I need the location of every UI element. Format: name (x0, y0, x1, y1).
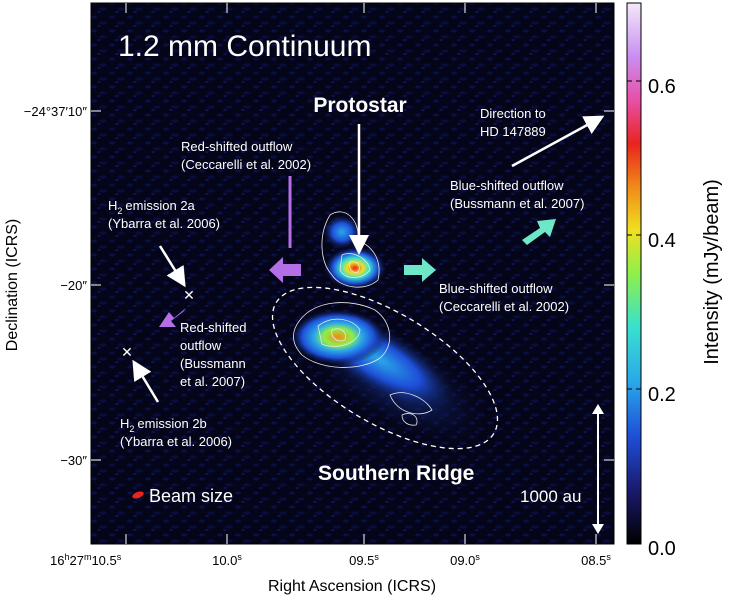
x-tick-label: 09.5s (349, 552, 379, 568)
h2-2a-marker: ✕ (183, 287, 195, 303)
h2-2a-ref: (Ybarra et al. 2006) (108, 216, 220, 231)
red-outflow-2-label-2: outflow (180, 338, 222, 353)
blue-outflow-2-arrow (404, 258, 436, 282)
scale-bar-top (592, 404, 604, 414)
y-axis-label: Declination (ICRS) (4, 219, 21, 351)
red-outflow-2-ref-2: et al. 2007) (180, 374, 245, 389)
protostar-label: Protostar (313, 94, 406, 117)
blue-outflow-2-ref: (Ceccarelli et al. 2002) (439, 299, 569, 314)
axes (90, 2, 615, 545)
h2-2b-ref: (Ybarra et al. 2006) (120, 434, 232, 449)
colorbar-tick-label: 0.4 (648, 230, 676, 252)
colorbar-tick-label: 0.2 (648, 384, 676, 406)
red-outflow-1-arrow (269, 257, 301, 283)
direction-target: HD 147889 (480, 124, 546, 139)
x-axis-label: Right Ascension (ICRS) (268, 578, 436, 595)
blue-outflow-1-arrow (522, 219, 556, 245)
chart-title: 1.2 mm Continuum (118, 30, 371, 63)
red-outflow-2-label: Red-shifted (180, 320, 246, 335)
red-outflow-2-ref: (Bussmann (180, 356, 246, 371)
red-outflow-1-label: Red-shifted outflow (181, 139, 293, 154)
h2-2a-arrow (158, 245, 186, 288)
direction-arrow (511, 115, 605, 168)
emission-protostar (323, 246, 387, 290)
emission-ridge-peak (290, 309, 386, 365)
colorbar-tick-label: 0.6 (648, 76, 676, 98)
blue-outflow-1-label: Blue-shifted outflow (450, 178, 564, 193)
southern-ridge-outline (271, 286, 499, 450)
blue-outflow-2-label: Blue-shifted outflow (439, 281, 553, 296)
h2-2b-marker: ✕ (121, 344, 133, 360)
southern-ridge-label: Southern Ridge (318, 462, 474, 485)
x-tick-label: 10.0s (212, 552, 242, 568)
h2-2b-label: H2 emission 2b (120, 416, 207, 434)
y-tick-label: −20″ (60, 278, 87, 293)
h2-2a-label: H2 emission 2a (108, 198, 196, 216)
blue-outflow-1-ref: (Bussmann et al. 2007) (450, 196, 584, 211)
x-tick-label: 16h27m10.5s (50, 552, 122, 568)
red-outflow-2-arrow (159, 308, 186, 327)
red-outflow-1-ref: (Ceccarelli et al. 2002) (181, 157, 311, 172)
beam-ellipse (132, 491, 144, 499)
plot-area (91, 3, 614, 544)
scale-label: 1000 au (520, 487, 581, 506)
contours (293, 211, 433, 426)
colorbar-tick-label: 0.0 (648, 538, 676, 560)
beam-label: Beam size (149, 486, 233, 506)
scale-bar-bottom (592, 524, 604, 534)
direction-label: Direction to (480, 106, 546, 121)
y-tick-label: −24°37′10″ (24, 104, 88, 119)
h2-2b-arrow (132, 359, 160, 403)
colorbar-gradient (626, 2, 642, 545)
y-tick-label: −30″ (60, 453, 87, 468)
x-tick-label: 09.0s (450, 552, 480, 568)
x-tick-label: 08.5s (581, 552, 611, 568)
colorbar-label: Intensity (mJy/beam) (701, 179, 723, 365)
colorbar: 0.0 0.2 0.4 0.6 Intensity (mJy/beam) (626, 2, 723, 560)
